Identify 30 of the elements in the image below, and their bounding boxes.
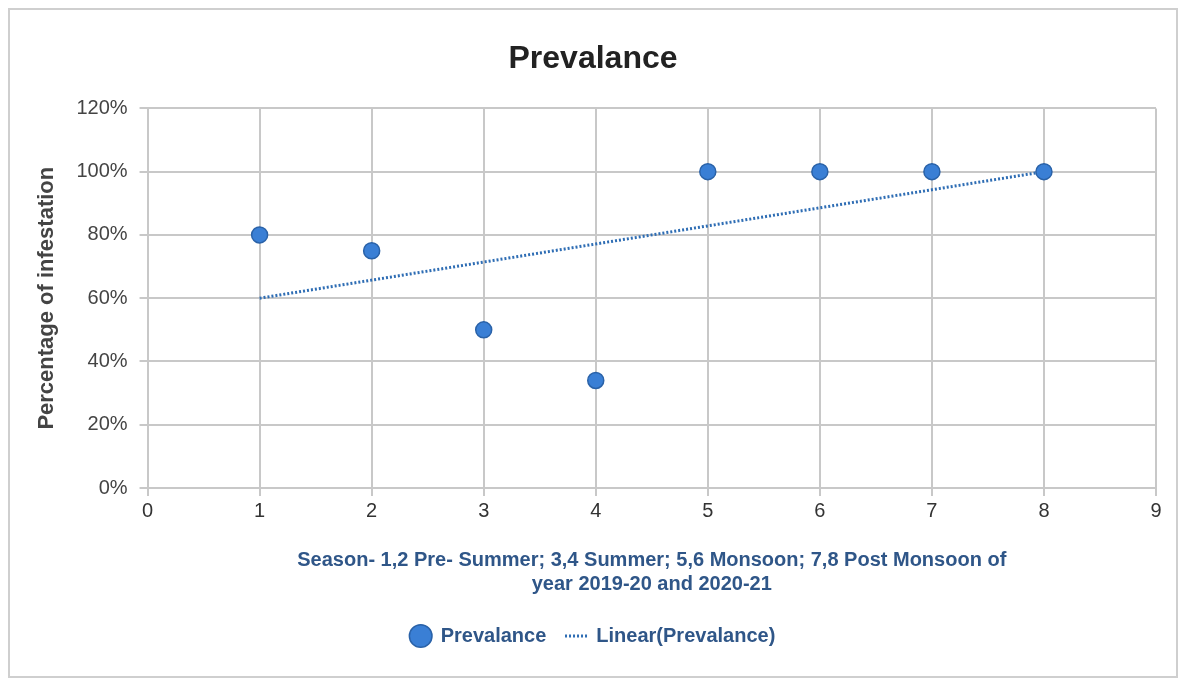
point [587, 371, 605, 390]
point [474, 321, 493, 339]
point [1035, 162, 1053, 181]
x-axis-title: Season- 1,2 Pre- Summer; 3,4 Summer; 5,6 Monsoon; 7,8 Post Monsoon of year 2019-20 and 2020-21 [297, 547, 1007, 594]
chart-title: Prevalance [508, 39, 678, 76]
point [699, 162, 717, 181]
point [250, 226, 269, 244]
x-tick-label: 8 [1038, 498, 1050, 521]
point [811, 162, 829, 181]
x-tick-label: 3 [478, 498, 490, 521]
x-tick-label: 6 [814, 498, 826, 521]
x-tick-label: 5 [702, 498, 714, 521]
y-tick-label: 100% [76, 159, 128, 182]
y-axis-title: Percentage of infestation [33, 166, 59, 430]
point [362, 242, 381, 260]
y-tick-label: 20% [87, 412, 128, 435]
legend-label: Linear(Prevalance) [596, 623, 776, 646]
x-tick-label: 1 [254, 498, 266, 521]
legend-label: Prevalance [440, 623, 547, 646]
y-tick-label: 40% [87, 348, 128, 371]
x-tick-label: 7 [926, 498, 938, 521]
y-tick-label: 120% [76, 95, 128, 118]
y-tick-label: 0% [98, 475, 128, 498]
y-tick-label: 80% [87, 222, 128, 245]
x-tick-label: 4 [590, 498, 602, 521]
x-tick-label: 0 [141, 498, 154, 521]
point [923, 162, 941, 181]
x-tick-label: 2 [366, 498, 378, 521]
x-tick-label: 9 [1150, 498, 1162, 521]
y-tick-label: 60% [87, 285, 128, 308]
